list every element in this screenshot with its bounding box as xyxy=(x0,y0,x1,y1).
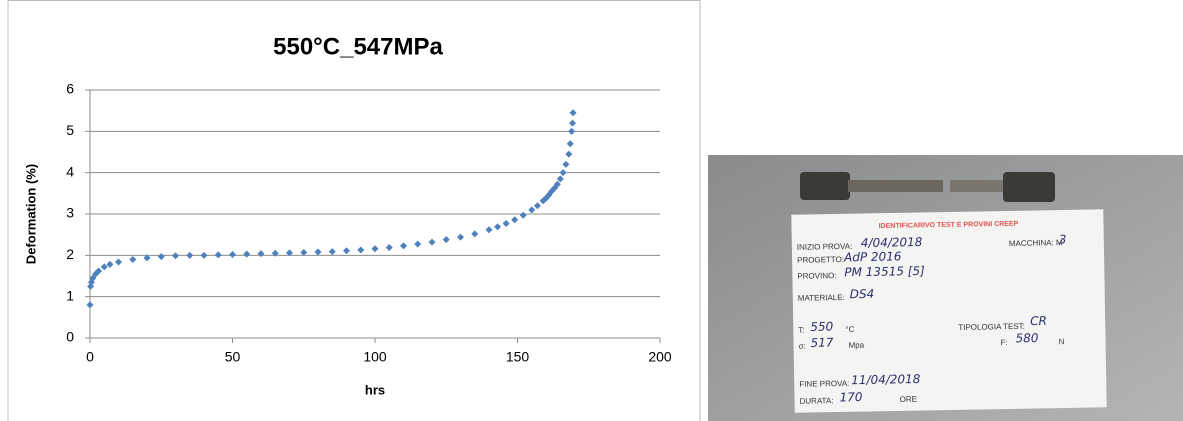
card: IDENTIFICARIVO TEST E PROVINI CREEP INIZ… xyxy=(791,209,1106,412)
field-value: 517 xyxy=(810,336,834,350)
field-value: CR xyxy=(1030,314,1047,328)
field-value: 4/04/2018 xyxy=(861,235,923,250)
field-label: DURATA: xyxy=(799,396,833,406)
field-value: 550 xyxy=(810,320,834,334)
field-label: MATERIALE: xyxy=(798,293,845,303)
x-tick-label: 0 xyxy=(86,349,94,365)
y-tick-label: 2 xyxy=(66,246,74,262)
field-label: PROVINO: xyxy=(797,271,836,281)
field-unit: °C xyxy=(845,325,854,334)
field-value: 3 xyxy=(1059,232,1067,246)
field-label: F: xyxy=(1001,338,1008,347)
field-unit: N xyxy=(1058,337,1064,346)
screw-head xyxy=(1003,172,1055,202)
x-tick-label: 50 xyxy=(225,349,241,365)
y-tick-label: 6 xyxy=(66,81,74,97)
field-label: T: xyxy=(798,326,804,335)
field-label: σ: xyxy=(799,342,806,351)
field-value: PM 13515 [5] xyxy=(844,264,925,279)
x-tick-label: 100 xyxy=(363,349,387,365)
field-value: 170 xyxy=(839,390,863,404)
photo: IDENTIFICARIVO TEST E PROVINI CREEP INIZ… xyxy=(708,155,1183,421)
y-tick-label: 4 xyxy=(66,163,74,179)
field-label: FINE PROVA: xyxy=(799,379,849,389)
page: 550°C_547MPa hrs Deformation (%) IDENTIF… xyxy=(0,0,1183,421)
y-tick-label: 1 xyxy=(66,287,74,303)
y-tick-label: 3 xyxy=(66,205,74,221)
field-label: PROGETTO: xyxy=(797,255,844,265)
y-tick-label: 5 xyxy=(66,122,74,138)
field-unit: Mpa xyxy=(849,341,865,350)
x-tick-label: 150 xyxy=(506,349,530,365)
field-value: 11/04/2018 xyxy=(851,372,921,387)
field-unit: ORE xyxy=(899,395,916,404)
chart-frame xyxy=(8,1,700,421)
field-value: 580 xyxy=(1015,331,1039,345)
field-label: MACCHINA: M xyxy=(1009,238,1063,248)
chart-title: 550°C_547MPa xyxy=(273,33,443,60)
y-axis-label: Deformation (%) xyxy=(23,164,38,264)
field-value: DS4 xyxy=(850,287,875,301)
x-axis-label: hrs xyxy=(365,382,385,397)
screw-shaft xyxy=(950,180,1005,192)
screw-shaft xyxy=(848,180,943,192)
screw-head xyxy=(800,172,850,200)
y-tick-label: 0 xyxy=(66,329,74,345)
field-value: AdP 2016 xyxy=(843,249,902,264)
x-tick-label: 200 xyxy=(648,349,672,365)
